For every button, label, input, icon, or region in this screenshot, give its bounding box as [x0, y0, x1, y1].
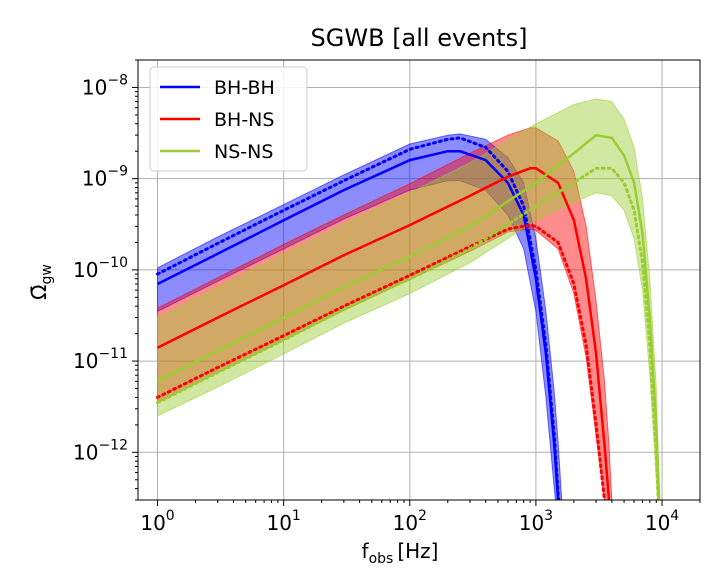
legend-box — [149, 66, 308, 172]
legend-label-bh-bh: BH-BH — [214, 77, 275, 99]
x-axis-label-unit: [Hz] — [397, 539, 438, 563]
y-tick-label-3: 10−9 — [82, 164, 128, 191]
x-axis-label: fobs [Hz] — [362, 539, 439, 567]
line-dotted-bh-bh — [156, 136, 561, 500]
legend-label-ns-ns: NS-NS — [214, 141, 273, 163]
x-tick-label-1: 101 — [266, 508, 300, 535]
line-median-bh-bh — [156, 149, 560, 500]
line-dotted-ns-ns — [156, 166, 660, 500]
line-dotted-bh-ns — [156, 223, 607, 500]
x-axis-ticks: 100 101 102 103 104 — [140, 500, 701, 535]
y-axis-ticks: 10−12 10−11 10−10 10−9 10−8 — [73, 59, 138, 501]
x-tick-label-2: 102 — [393, 508, 427, 535]
chart-title: SGWB [all events] — [311, 24, 528, 52]
y-tick-label-4: 10−8 — [82, 72, 128, 99]
band-bh-ns — [157, 127, 613, 500]
line-median-ns-ns — [156, 133, 661, 500]
line-median-bh-ns — [156, 167, 611, 500]
uncertainty-bands — [157, 98, 660, 500]
x-tick-label-3: 103 — [519, 508, 553, 535]
y-axis-label: Ω̄gw — [27, 264, 55, 300]
y-tick-label-1: 10−11 — [73, 346, 128, 373]
band-ns-ns — [157, 98, 660, 500]
y-axis-label-sub: gw — [39, 264, 55, 284]
series-lines — [156, 133, 661, 500]
x-tick-label-0: 100 — [140, 508, 174, 535]
legend: BH-BH BH-NS NS-NS — [149, 66, 308, 172]
x-axis-label-sub: obs — [369, 551, 394, 567]
y-axis-label-main: Ω̄ — [27, 285, 51, 300]
legend-label-bh-ns: BH-NS — [214, 109, 274, 131]
x-tick-label-4: 104 — [645, 508, 679, 535]
band-bh-bh — [157, 133, 563, 500]
y-tick-label-2: 10−10 — [73, 255, 128, 282]
y-tick-label-0: 10−12 — [73, 437, 128, 464]
plot-frame — [137, 59, 701, 501]
x-axis-label-main: f — [362, 539, 370, 563]
